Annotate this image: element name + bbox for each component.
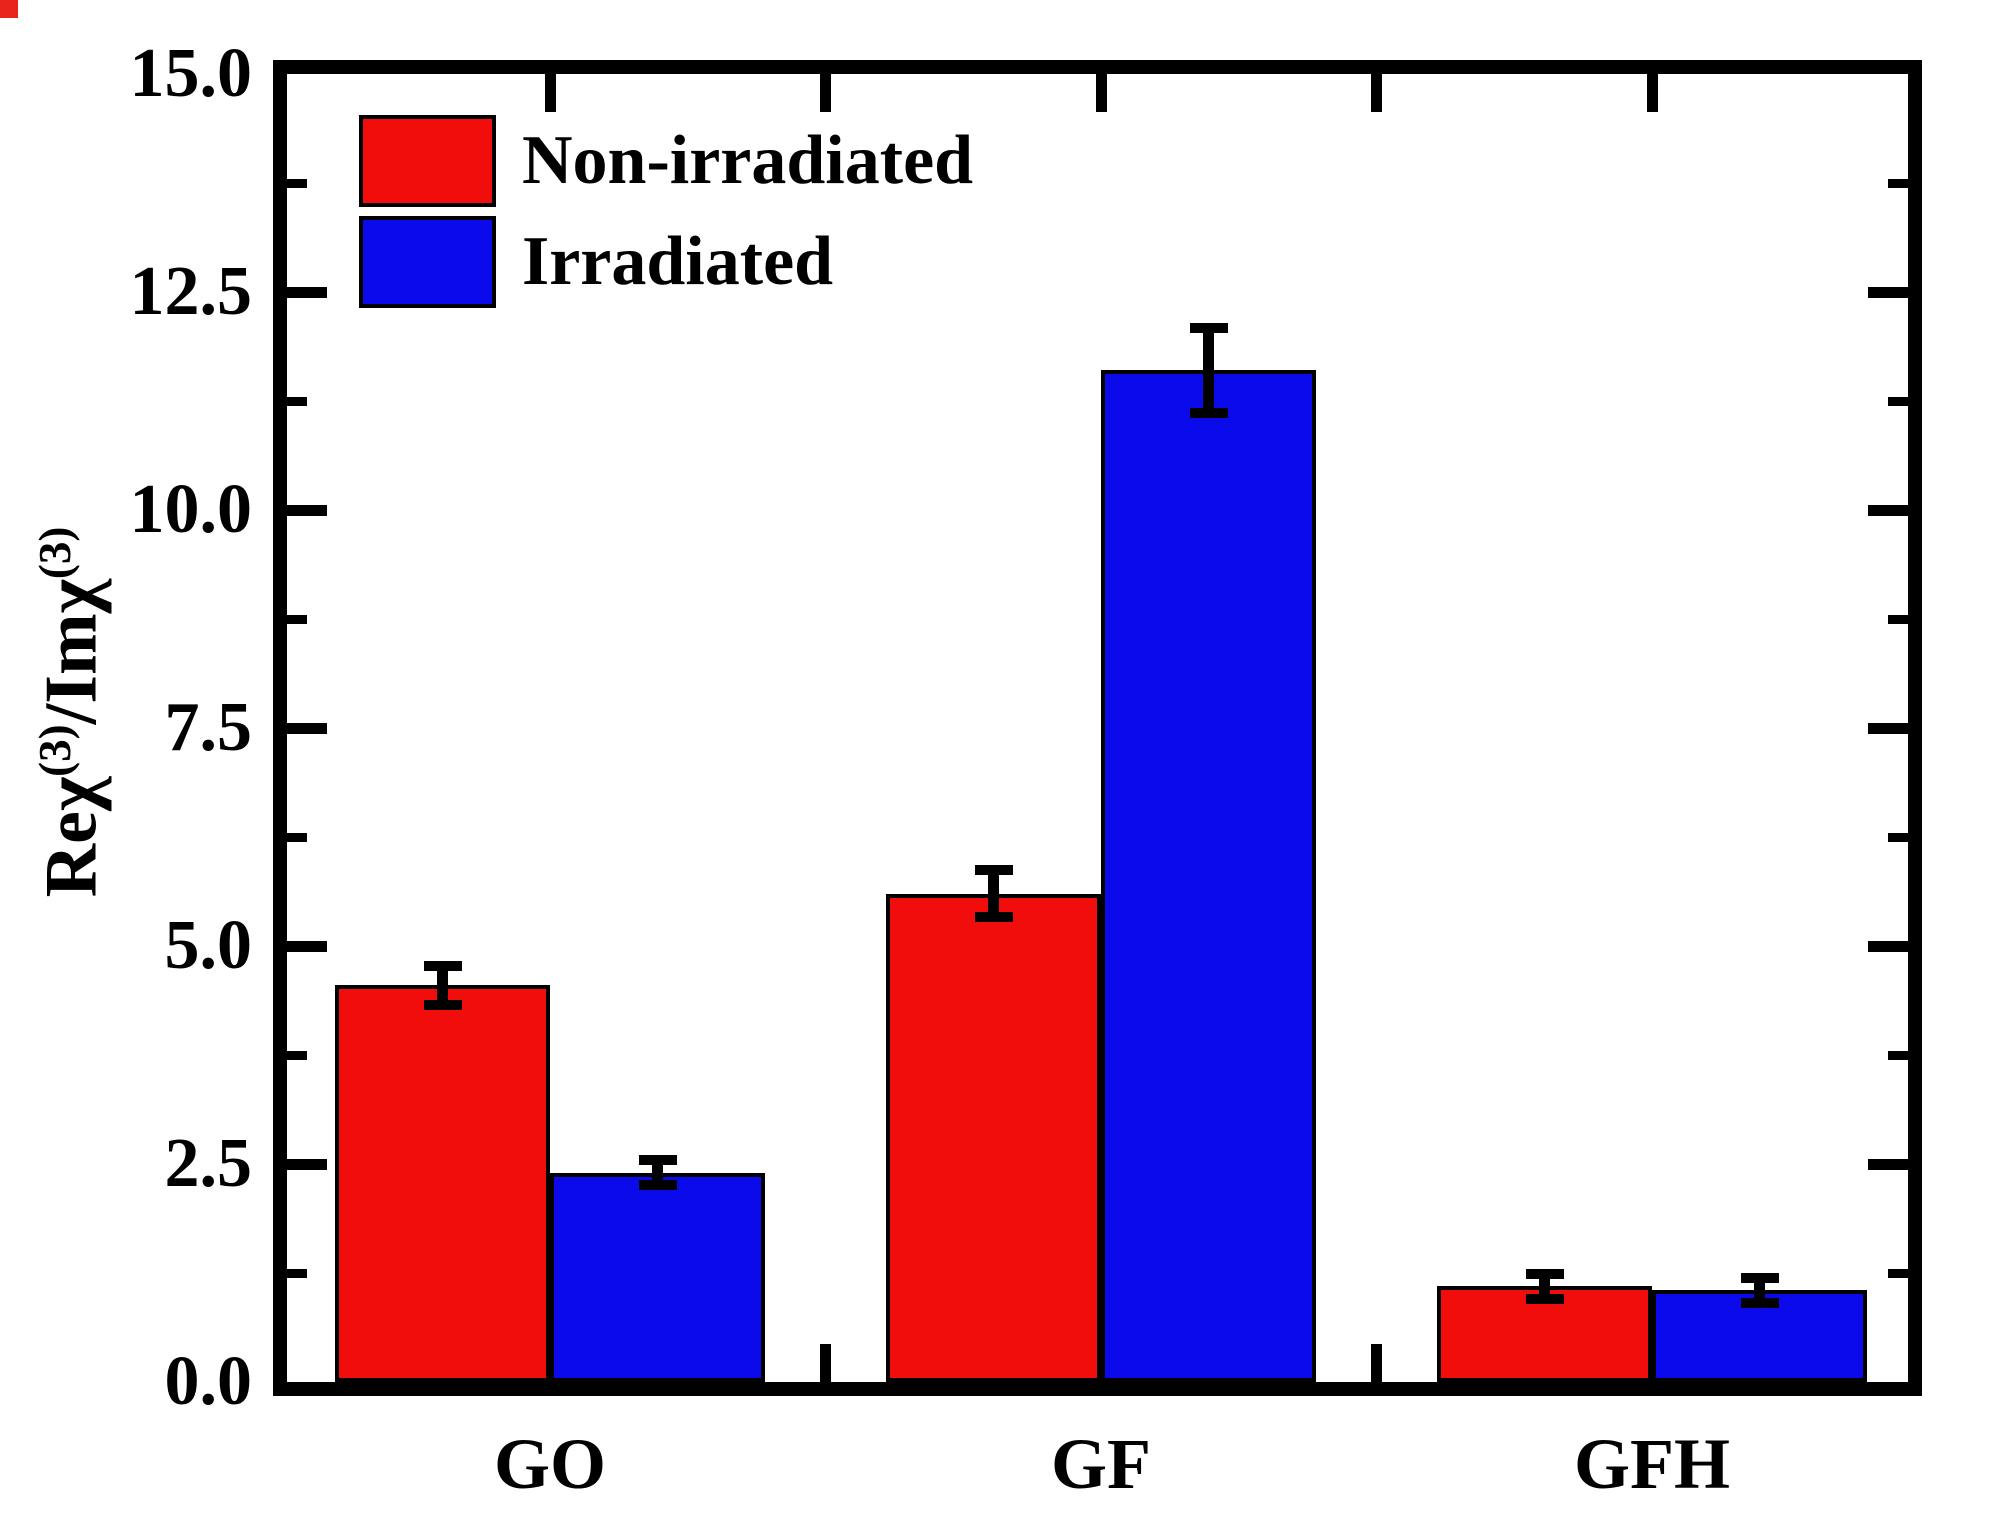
y-major-tick	[287, 505, 327, 516]
error-bar-cap	[974, 912, 1013, 923]
y-tick-label: 0.0	[164, 1343, 253, 1420]
bar-go-irradiated	[550, 1172, 765, 1382]
x-tick	[820, 74, 831, 112]
error-bar-line	[437, 960, 448, 1010]
y-axis-title-sup2: (3)	[29, 526, 80, 580]
y-major-tick	[1868, 941, 1908, 952]
y-major-tick	[1868, 505, 1908, 516]
y-minor-tick	[1888, 832, 1908, 842]
error-bar-cap	[1525, 1268, 1564, 1279]
bar-gf-non-irradiated	[886, 893, 1101, 1382]
y-major-tick	[287, 941, 327, 952]
y-minor-tick	[287, 1268, 307, 1278]
y-minor-tick	[287, 396, 307, 406]
x-tick	[544, 74, 556, 112]
y-major-tick	[287, 287, 327, 298]
y-axis-title-sup1: (3)	[29, 724, 80, 777]
error-bar-line	[1539, 1268, 1550, 1304]
y-tick-label: 15.0	[129, 35, 253, 112]
x-tick	[1371, 1344, 1382, 1382]
legend-item-non-irradiated: Non-irradiated	[359, 115, 973, 207]
x-tick	[820, 1344, 831, 1382]
error-bar-line	[652, 1155, 663, 1191]
y-minor-tick	[1888, 178, 1908, 188]
error-bar-line	[1203, 322, 1214, 419]
error-bar-line	[1754, 1273, 1765, 1308]
x-category-label-gf: GF	[1051, 1424, 1151, 1504]
x-category-label-gfh: GFH	[1574, 1424, 1730, 1504]
plot-frame	[273, 60, 1922, 1396]
corner-artifact	[0, 0, 18, 18]
y-minor-tick	[287, 178, 307, 188]
y-minor-tick	[287, 614, 307, 624]
plot-area	[287, 74, 1908, 1382]
y-major-tick	[1868, 1159, 1908, 1170]
y-axis-title-base1: Reχ	[30, 776, 113, 898]
legend-item-irradiated: Irradiated	[359, 216, 973, 308]
error-bar-cap	[1740, 1297, 1779, 1308]
error-bar-cap	[638, 1155, 677, 1166]
bar-gf-irradiated	[1101, 370, 1316, 1382]
error-bar-cap	[974, 864, 1013, 875]
y-minor-tick	[1888, 396, 1908, 406]
y-tick-label: 12.5	[129, 253, 253, 330]
y-axis-title: Reχ(3)/Imχ(3)	[30, 527, 115, 898]
error-bar-cap	[1189, 408, 1228, 419]
y-minor-tick	[1888, 1050, 1908, 1060]
x-tick	[1095, 74, 1107, 112]
y-tick-label: 2.5	[164, 1125, 253, 1202]
error-bar-cap	[423, 960, 462, 971]
legend-swatch-irradiated	[359, 216, 496, 308]
error-bar-cap	[1189, 322, 1228, 333]
y-minor-tick	[1888, 1268, 1908, 1278]
error-bar-cap	[423, 999, 462, 1010]
error-bar-cap	[638, 1180, 677, 1191]
y-axis-title-base2: /Imχ	[30, 579, 113, 725]
x-tick	[1646, 74, 1658, 112]
bar-go-non-irradiated	[335, 985, 550, 1382]
legend-label-non-irradiated: Non-irradiated	[522, 122, 974, 199]
legend-label-irradiated: Irradiated	[522, 223, 834, 300]
y-major-tick	[1868, 287, 1908, 298]
error-bar-cap	[1740, 1273, 1779, 1283]
error-bar-line	[988, 864, 999, 923]
error-bar-cap	[1525, 1293, 1564, 1304]
x-tick	[1371, 74, 1382, 112]
y-minor-tick	[1888, 614, 1908, 624]
legend-swatch-non-irradiated	[359, 115, 496, 207]
y-major-tick	[287, 1159, 327, 1170]
y-tick-label: 5.0	[164, 907, 253, 984]
x-category-label-go: GO	[493, 1424, 607, 1504]
y-major-tick	[287, 723, 327, 734]
y-major-tick	[1868, 723, 1908, 734]
legend: Non-irradiated Irradiated	[359, 115, 973, 308]
y-minor-tick	[287, 1050, 307, 1060]
y-minor-tick	[287, 832, 307, 842]
